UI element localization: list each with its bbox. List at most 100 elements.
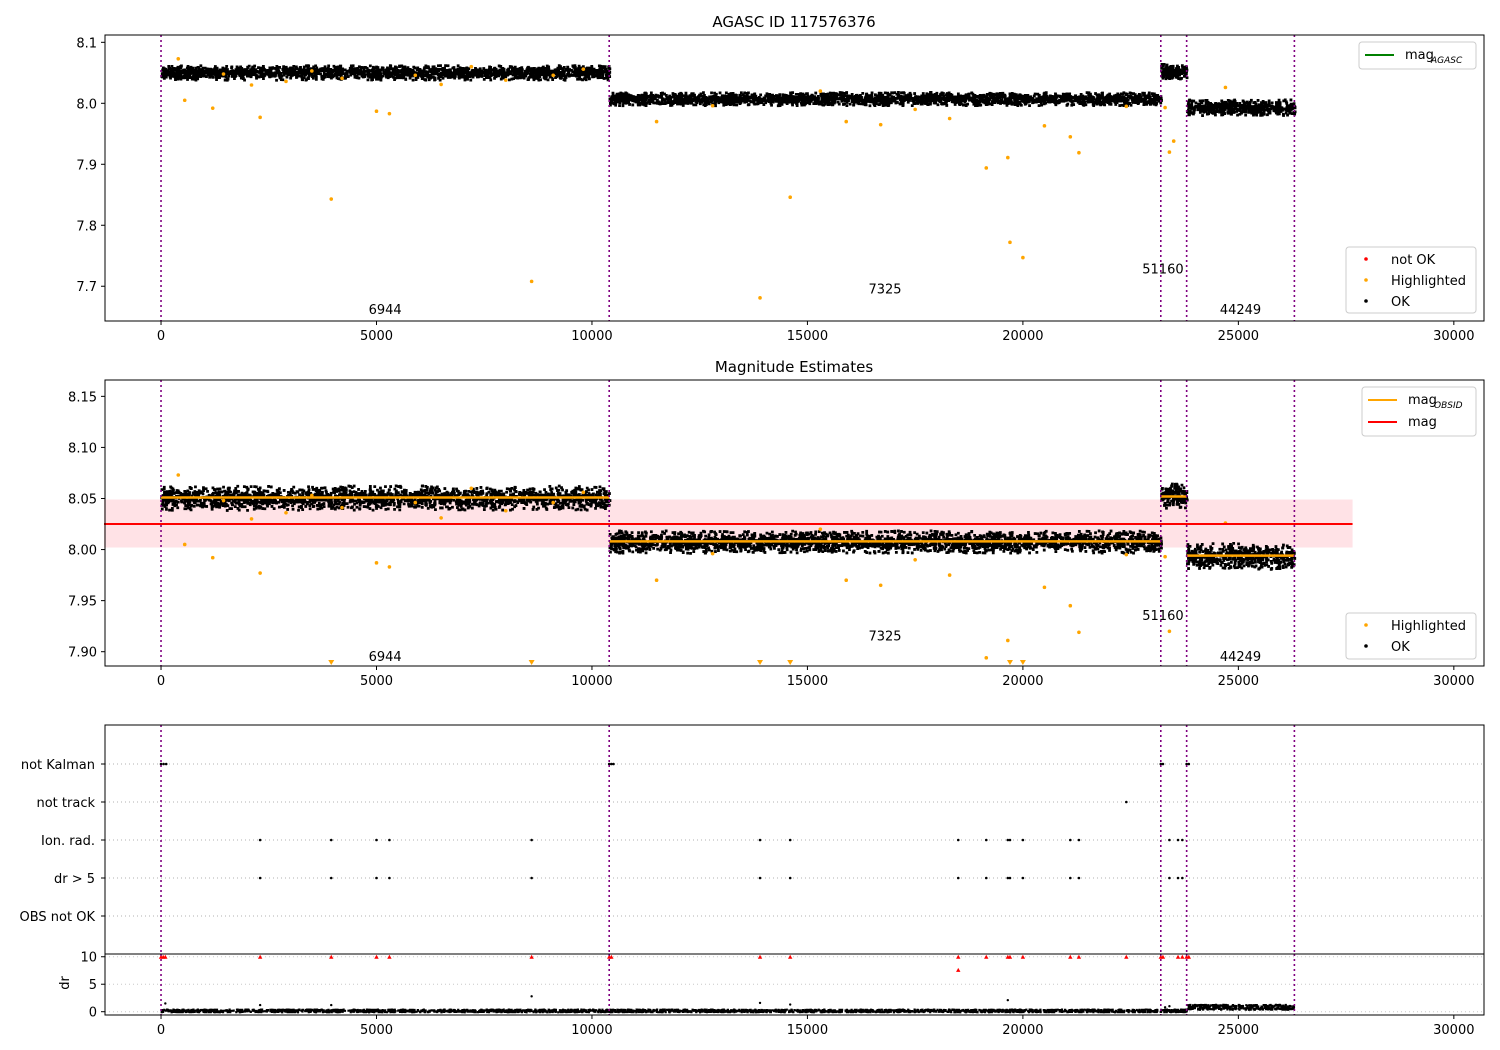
p1-highlighted-point (1124, 104, 1129, 109)
p4-dr-flagged-point (1076, 954, 1082, 959)
magnitude-estimates-panel: Magnitude Estimates 6944 7325 51160 44249 0 5… (68, 358, 1485, 689)
p4-dr-flagged-point (387, 954, 392, 959)
p1-highlighted-point (654, 119, 659, 124)
p3-flag-point (258, 838, 262, 842)
p2-highlighted-point (1077, 630, 1081, 635)
p2-axes-frame (104, 379, 1485, 667)
p2-xtick-label: 15000 (787, 674, 828, 689)
p3-flag-point (1161, 762, 1165, 766)
p2-highlighted-point (654, 578, 659, 582)
p2-highlighted-point (1167, 629, 1172, 634)
p4-dr-flagged-point (1124, 954, 1129, 959)
p2-xtick-label: 25000 (1218, 674, 1259, 689)
p2-legend-point-label: Highlighted (1391, 619, 1466, 634)
p2-legend-line-sub: OBSID (1434, 401, 1463, 411)
p2-highlighted-point (469, 486, 474, 491)
p1-highlighted-point (1167, 150, 1172, 154)
p3-flag-point (1185, 762, 1188, 766)
p2-highlighted-point (258, 571, 262, 575)
p2-obsid-label: 44249 (1220, 650, 1261, 665)
p2-highlighted-point (844, 578, 849, 582)
p3-flag-point (1021, 838, 1025, 842)
p4-dr-flagged-point (257, 954, 263, 959)
p2-highlighted-point (249, 517, 254, 521)
p1-highlighted-point (1021, 255, 1025, 260)
p1-point-legend (1345, 246, 1477, 314)
p3-flag-point (1125, 800, 1128, 804)
p2-xtick-label: 0 (157, 674, 165, 689)
p4-xtick-label: 5000 (360, 1023, 393, 1038)
p2-highlighted-point (284, 510, 288, 515)
p4-xtick-label: 30000 (1433, 1023, 1474, 1038)
p1-highlighted-point (413, 73, 418, 78)
p3-flag-point (984, 838, 988, 842)
p3-flag-row-label: Ion. rad. (41, 834, 95, 849)
dr-panel: 0 5000 10000 15000 20000 25000 30000 0 5 10 dr (58, 951, 1485, 1038)
p3-flag-point (758, 876, 762, 880)
p4-dr-flagged-point (757, 954, 763, 959)
p2-highlighted-point (503, 508, 508, 513)
p2-ytick-label: 8.05 (68, 492, 97, 507)
p3-flag-point (162, 762, 165, 766)
p1-highlighted-point (1171, 139, 1176, 143)
p3-flag-point (388, 838, 391, 842)
p2-highlighted-point (710, 551, 715, 556)
p4-ytick-label: 10 (80, 951, 97, 966)
p2-highlighted-point (1006, 638, 1010, 643)
p1-highlighted-point (984, 166, 989, 170)
p2-highlighted-point (581, 490, 586, 495)
p2-legend-line-label: mag (1408, 415, 1437, 430)
p1-highlighted-point (710, 103, 715, 108)
p3-flag-point (1069, 838, 1072, 842)
p3-flag-point (1181, 838, 1184, 842)
p2-clipped-point-marker (328, 660, 335, 665)
p1-highlighted-point (210, 106, 215, 110)
p2-ytick-label: 7.95 (68, 595, 97, 610)
p1-obsid-label: 51160 (1142, 263, 1183, 278)
p4-dr-flagged-point (1020, 954, 1026, 959)
p1-legend-point-label: Highlighted (1391, 274, 1466, 289)
p2-ytick-label: 7.90 (68, 646, 97, 661)
p3-flag-point (1159, 762, 1163, 766)
p4-dr-flagged-point (374, 954, 379, 959)
p3-flag-row-label: dr > 5 (54, 872, 95, 887)
p3-flag-point (1069, 876, 1072, 880)
p1-legend-point-label: OK (1391, 295, 1410, 310)
p4-dr-outlier-point (1006, 998, 1010, 1002)
p1-highlighted-point (258, 115, 262, 120)
p2-xtick-label: 10000 (571, 674, 612, 689)
p4-dr-flagged-point (609, 954, 614, 959)
p2-xtick-label: 5000 (360, 674, 393, 689)
p1-legend-point-swatch (1364, 299, 1368, 303)
p4-dr-flagged-point (787, 954, 793, 959)
p1-xtick-label: 30000 (1433, 329, 1474, 344)
p1-highlighted-point (878, 122, 883, 127)
p1-highlighted-point (581, 67, 586, 71)
p4-xtick-label: 15000 (787, 1023, 828, 1038)
p2-clipped-point-marker (757, 660, 764, 665)
p2-highlighted-point (374, 561, 379, 565)
p2-highlighted-point (984, 656, 989, 660)
p2-xtick-label: 30000 (1433, 674, 1474, 689)
p1-highlighted-point (387, 111, 392, 116)
p3-flag-point (1006, 838, 1010, 842)
p1-legend-line-label: mag (1405, 48, 1434, 63)
p3-flag-point (758, 838, 762, 842)
p4-dr-outlier-point (758, 1001, 762, 1005)
p3-flag-row-label: OBS not OK (20, 910, 96, 925)
p1-highlighted-point (439, 82, 443, 87)
p1-xtick-label: 10000 (571, 329, 612, 344)
flags-panel: not Kalman not track Ion. rad. dr > 5 OBS no… (20, 724, 1485, 955)
p1-highlighted-point (913, 107, 917, 112)
p4-dr-outlier-point (164, 1002, 167, 1005)
p2-clipped-point-marker (1019, 660, 1026, 665)
p2-clipped-point-marker (787, 660, 794, 665)
p3-flag-point (1077, 838, 1081, 842)
p4-dr-flagged-point (1180, 954, 1185, 959)
p2-highlighted-point (1068, 603, 1073, 608)
p1-highlighted-point (1077, 150, 1081, 155)
p2-legend-line-label: mag (1408, 393, 1437, 408)
p1-line-legend (1358, 41, 1477, 70)
p2-clipped-point-marker (1006, 660, 1013, 665)
